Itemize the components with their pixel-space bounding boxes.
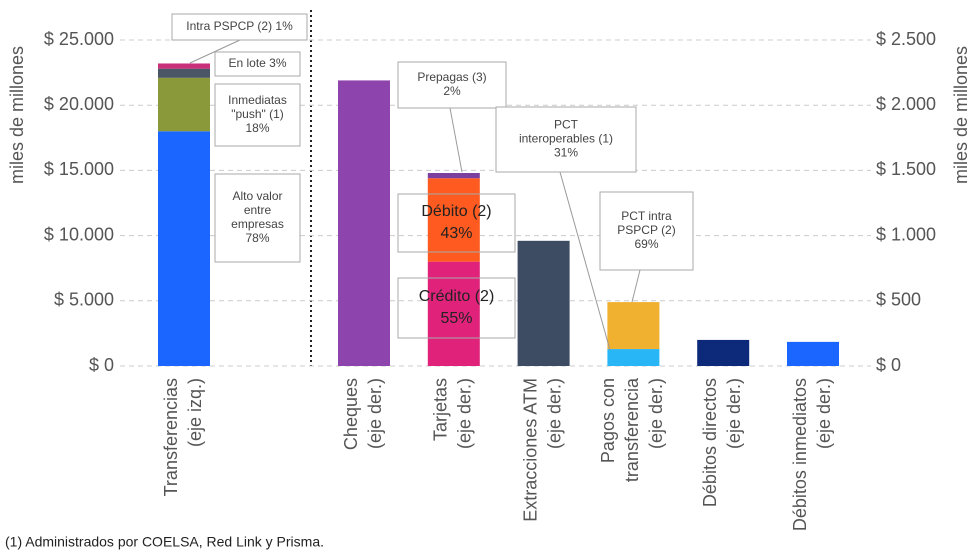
annotation-text: 55% xyxy=(440,310,472,327)
y2-tick-label: $ 2.000 xyxy=(876,94,936,114)
bar-segment xyxy=(427,261,480,366)
y2-tick-label: $ 0 xyxy=(876,355,901,375)
leader-line xyxy=(559,171,611,351)
leader-line xyxy=(631,269,641,303)
x-tick-label: Extracciones ATM xyxy=(520,378,540,522)
annotation-text: empresas xyxy=(231,217,284,231)
annotation-text: Intra PSPCP (2) 1% xyxy=(186,19,293,33)
annotation-text: PSPCP (2) xyxy=(617,223,675,237)
y2-tick-label: $ 2.500 xyxy=(876,29,936,49)
bar-segment xyxy=(338,80,390,366)
annotation-box xyxy=(214,83,301,147)
bar-segment xyxy=(787,341,839,366)
bar-segment xyxy=(697,339,750,366)
x-tick-label: Tarjetas xyxy=(431,378,451,441)
bar-segment xyxy=(158,77,210,132)
annotation-text: Inmediatas xyxy=(228,93,287,107)
x-tick-label: (eje der.) xyxy=(646,378,666,449)
annotation-text: 43% xyxy=(440,225,472,242)
annotation-text: Crédito (2) xyxy=(419,288,495,305)
x-tick-label: (eje izq.) xyxy=(185,378,205,447)
x-tick-label: (eje der.) xyxy=(544,378,564,449)
y2-tick-label: $ 1.500 xyxy=(876,159,936,179)
x-tick-label: (eje der.) xyxy=(724,378,744,449)
annotation-box xyxy=(214,173,301,263)
annotation-text: 2% xyxy=(443,84,461,98)
annotation-text: 69% xyxy=(634,237,658,251)
y-axis-title: miles de millones xyxy=(7,46,27,184)
annotation-box xyxy=(397,193,516,253)
y2-axis-title: miles de millones xyxy=(951,46,971,184)
y2-tick-label: $ 500 xyxy=(876,290,921,310)
bar-segment xyxy=(607,349,660,366)
x-tick-label: (eje der.) xyxy=(365,378,385,449)
x-tick-label: (eje der.) xyxy=(455,378,475,449)
footnote: (1) Administrados por COELSA, Red Link y… xyxy=(5,534,324,550)
x-tick-label: Transferencias xyxy=(161,378,181,496)
y-tick-label: $ 0 xyxy=(89,355,114,375)
y-tick-label: $ 15.000 xyxy=(44,159,114,179)
annotation-text: PCT xyxy=(554,118,579,132)
x-tick-label: Pagos con xyxy=(598,378,618,463)
bar-segment xyxy=(427,178,480,262)
annotation-box xyxy=(599,191,694,271)
bar-segment xyxy=(158,63,210,69)
annotation-text: 18% xyxy=(245,121,269,135)
bar-segment xyxy=(517,240,570,366)
bar-segment xyxy=(158,68,210,78)
annotation-text: Prepagas (3) xyxy=(417,70,486,84)
y-tick-label: $ 25.000 xyxy=(44,29,114,49)
annotation-box xyxy=(397,61,507,109)
annotation-box xyxy=(214,51,301,77)
y-tick-label: $ 20.000 xyxy=(44,94,114,114)
annotation-text: Débito (2) xyxy=(421,203,491,220)
annotation-text: En lote 3% xyxy=(228,56,286,70)
annotation-box xyxy=(397,277,516,339)
y-tick-label: $ 10.000 xyxy=(44,224,114,244)
bar-segment xyxy=(158,131,210,366)
y-tick-label: $ 5.000 xyxy=(54,290,114,310)
annotation-box xyxy=(171,13,308,41)
annotation-box xyxy=(495,106,637,173)
annotation-text: entre xyxy=(244,203,272,217)
x-tick-label: transferencia xyxy=(622,377,642,482)
bar-segment xyxy=(607,302,660,350)
x-tick-label: Cheques xyxy=(341,378,361,450)
annotation-text: 31% xyxy=(554,146,578,160)
bar-segment xyxy=(427,173,480,179)
annotation-text: 78% xyxy=(245,231,269,245)
x-tick-label: Débitos inmediatos xyxy=(790,378,810,531)
x-tick-label: Débitos directos xyxy=(700,378,720,507)
annotation-text: "push" (1) xyxy=(231,107,284,121)
y2-tick-label: $ 1.000 xyxy=(876,224,936,244)
annotation-text: Alto valor xyxy=(232,189,282,203)
x-tick-label: (eje der.) xyxy=(814,378,834,449)
annotation-text: PCT intra xyxy=(621,209,672,223)
annotation-text: interoperables (1) xyxy=(519,132,613,146)
leader-line xyxy=(449,107,463,173)
